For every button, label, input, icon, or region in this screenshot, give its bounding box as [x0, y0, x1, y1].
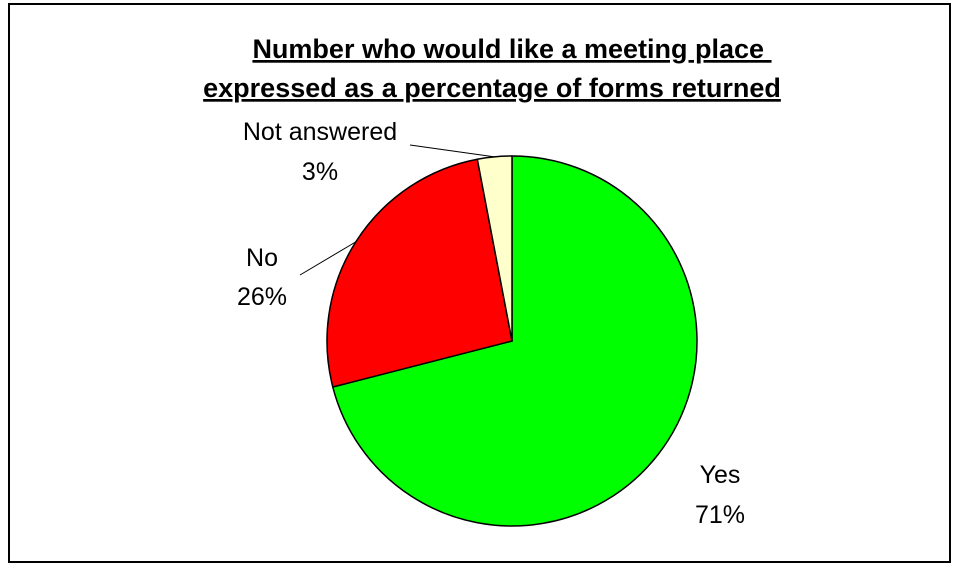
slice-value-no: 26% [237, 283, 287, 311]
pie-slice-no [326, 158, 513, 388]
chart-title-line-1: Number who would like a meeting place [252, 34, 771, 64]
slice-value-yes: 71% [695, 501, 745, 529]
leader-lines [299, 144, 495, 276]
slice-label-not-answered: Not answered [243, 118, 397, 146]
pie-slices [326, 155, 698, 527]
pie-slice-yes [331, 155, 698, 527]
chart-title-line-2: expressed as a percentage of forms retur… [203, 73, 781, 103]
slice-value-not-answered: 3% [302, 158, 338, 186]
slice-label-no: No [246, 244, 278, 272]
slice-label-yes: Yes [700, 461, 741, 489]
leader-line-not-answered [409, 144, 495, 158]
pie-chart: Number who would like a meeting place ex… [203, 34, 781, 529]
leader-line-no [299, 241, 357, 276]
